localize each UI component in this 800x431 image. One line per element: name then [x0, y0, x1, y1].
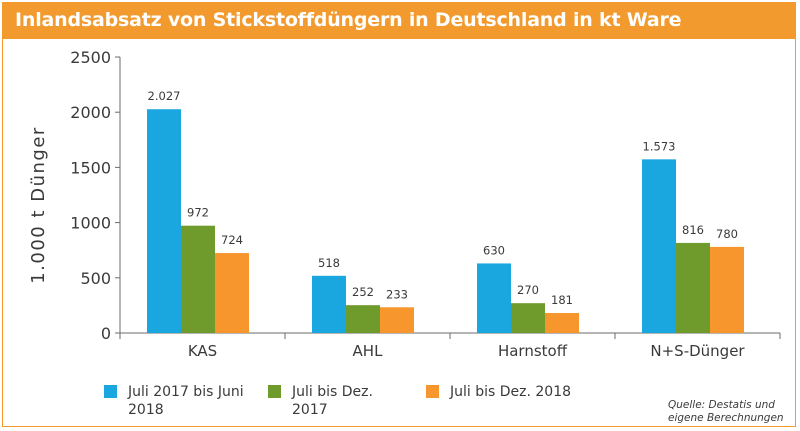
bar-data-label: 972: [187, 206, 209, 220]
legend-label-series-3: Juli bis Dez. 2018: [450, 384, 572, 400]
bar-harnstoff-series-2: [511, 303, 545, 333]
chart-title: Inlandsabsatz von Stickstoffdüngern in D…: [15, 9, 682, 31]
bar-data-label: 816: [682, 223, 704, 237]
legend-label-series-1: Juli 2017 bis Juni 2018: [128, 384, 244, 418]
bar-data-label: 1.573: [643, 139, 676, 153]
y-tick-label: 2000: [70, 103, 111, 122]
x-category-label: KAS: [188, 342, 217, 360]
bar-harnstoff-series-1: [477, 263, 511, 333]
bar-ahl-series-2: [346, 305, 380, 333]
bar-data-label: 518: [318, 256, 340, 270]
bar-kas-series-1: [147, 109, 181, 333]
bar-n-s-d-nger-series-3: [710, 246, 744, 333]
bar-data-label: 2.027: [148, 89, 181, 103]
y-tick-label: 2500: [70, 48, 111, 67]
bar-data-label: 270: [517, 283, 539, 297]
bar-ahl-series-1: [312, 275, 346, 333]
bar-ahl-series-3: [380, 307, 414, 333]
bar-harnstoff-series-3: [545, 313, 579, 333]
title-bar: Inlandsabsatz von Stickstoffdüngern in D…: [3, 3, 795, 39]
x-category-label: Harnstoff: [498, 342, 568, 360]
legend-swatch-series-1: [104, 385, 117, 398]
bar-data-label: 630: [483, 243, 505, 257]
y-tick-label: 1000: [70, 214, 111, 233]
bar-data-label: 780: [716, 227, 738, 241]
y-axis-title: 1.000 t Dünger: [28, 126, 49, 284]
y-tick-label: 1500: [70, 158, 111, 177]
bar-kas-series-3: [215, 253, 249, 333]
bar-data-label: 233: [386, 287, 408, 301]
bar-data-label: 252: [352, 285, 374, 299]
source-note: Quelle: Destatis und eigene Berechnungen: [668, 399, 784, 424]
x-category-label: N+S-Dünger: [650, 342, 745, 360]
bar-data-label: 181: [551, 293, 573, 307]
x-category-label: AHL: [353, 342, 384, 360]
legend-swatch-series-3: [426, 385, 439, 398]
legend-label-series-2: Juli bis Dez. 2017: [292, 384, 373, 418]
y-tick-label: 0: [101, 324, 111, 343]
bar-n-s-d-nger-series-1: [642, 159, 676, 333]
legend-swatch-series-2: [268, 385, 281, 398]
bar-n-s-d-nger-series-2: [676, 242, 710, 333]
bar-kas-series-2: [181, 225, 215, 333]
y-tick-label: 500: [80, 269, 111, 288]
bar-data-label: 724: [221, 233, 243, 247]
